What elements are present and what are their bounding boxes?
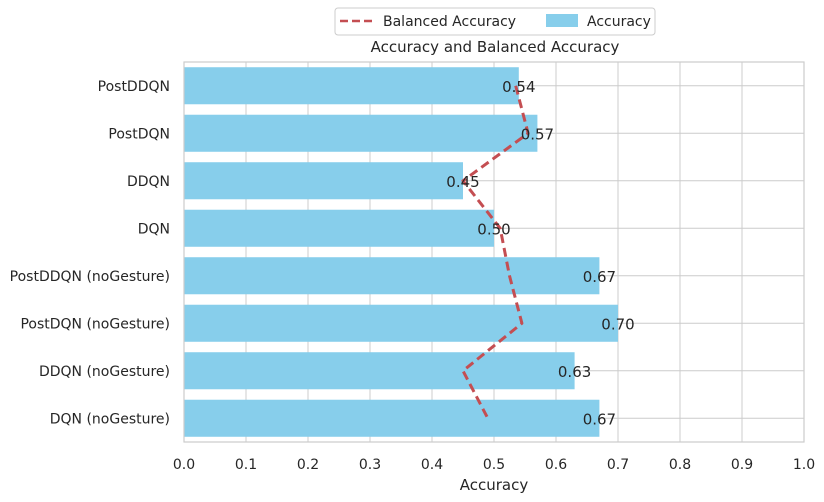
x-tick-label: 0.9 <box>731 457 753 473</box>
accuracy-bar <box>184 162 463 200</box>
accuracy-bar <box>184 114 538 152</box>
plot-frame <box>183 61 805 443</box>
data-labels: 0.54 0.57 0.45 0.50 0.67 0.70 0.63 0.67 <box>446 78 634 429</box>
x-tick-label: 1.0 <box>793 457 815 473</box>
accuracy-bar <box>184 304 618 342</box>
x-tick-label: 0.3 <box>359 457 381 473</box>
accuracy-value-label: 0.54 <box>502 78 535 96</box>
accuracy-value-label: 0.67 <box>583 410 616 428</box>
x-tick-labels: 0.0 0.1 0.2 0.3 0.4 0.5 0.6 0.7 0.8 0.9 1.0 <box>173 457 815 473</box>
y-tick-label: PostDQN <box>108 126 170 142</box>
accuracy-value-label: 0.50 <box>477 220 510 238</box>
x-tick-label: 0.2 <box>297 457 319 473</box>
accuracy-value-label: 0.45 <box>446 173 479 191</box>
x-tick-label: 0.0 <box>173 457 195 473</box>
y-tick-label: PostDDQN (noGesture) <box>10 269 170 285</box>
legend-label-balanced-accuracy: Balanced Accuracy <box>383 14 516 30</box>
accuracy-bar <box>184 209 494 247</box>
accuracy-value-label: 0.57 <box>521 125 554 143</box>
accuracy-bar <box>184 399 600 437</box>
legend-label-accuracy: Accuracy <box>587 14 651 30</box>
balanced-accuracy-polyline <box>461 85 530 419</box>
x-tick-label: 0.6 <box>545 457 567 473</box>
legend-bar-swatch <box>546 14 578 27</box>
accuracy-bar <box>184 352 575 390</box>
y-tick-label: DQN (noGesture) <box>50 411 170 427</box>
y-tick-labels: PostDDQN PostDQN DDQN DQN PostDDQN (noGestur… <box>10 79 170 428</box>
accuracy-value-label: 0.63 <box>558 363 591 381</box>
y-tick-label: DDQN (noGesture) <box>39 364 170 380</box>
y-tick-label: DQN <box>138 221 170 237</box>
legend: Balanced Accuracy Accuracy <box>334 7 656 36</box>
x-tick-label: 0.4 <box>421 457 443 473</box>
x-tick-label: 0.8 <box>669 457 691 473</box>
accuracy-bar <box>184 67 519 105</box>
bars <box>184 67 618 437</box>
accuracy-bar <box>184 257 600 295</box>
y-tick-label: PostDQN (noGesture) <box>20 316 170 332</box>
x-tick-label: 0.1 <box>235 457 257 473</box>
y-tick-label: PostDDQN <box>98 79 170 95</box>
plot-border <box>183 61 805 443</box>
x-tick-label: 0.5 <box>483 457 505 473</box>
balanced-accuracy-line <box>461 85 530 419</box>
y-tick-label: DDQN <box>127 174 170 190</box>
x-tick-label: 0.7 <box>607 457 629 473</box>
chart-title: Accuracy and Balanced Accuracy <box>371 38 620 56</box>
accuracy-value-label: 0.70 <box>601 315 634 333</box>
x-axis-label: Accuracy <box>460 476 529 494</box>
accuracy-value-label: 0.67 <box>583 268 616 286</box>
